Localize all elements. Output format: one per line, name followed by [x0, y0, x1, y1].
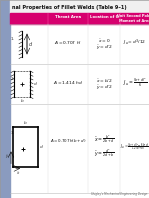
Text: d: d	[40, 145, 43, 148]
Text: $J_u = \frac{(b+d)^3}{6}$: $J_u = \frac{(b+d)^3}{6}$	[123, 77, 147, 89]
Text: 1.: 1.	[11, 37, 15, 41]
Text: $A = 1.414\ hd$: $A = 1.414\ hd$	[53, 78, 83, 86]
Text: $\bar{y} = \frac{d^2}{2d+b}$: $\bar{y} = \frac{d^2}{2d+b}$	[94, 148, 114, 159]
Text: $\bar{y}$: $\bar{y}$	[5, 154, 9, 161]
Text: $J_u = d^3/12$: $J_u = d^3/12$	[123, 38, 147, 48]
Text: nal Properties of Fillet Welds (Table 9–1): nal Properties of Fillet Welds (Table 9–…	[12, 5, 127, 10]
Text: $\bar{x} = \frac{b^2}{2b+d}$: $\bar{x} = \frac{b^2}{2b+d}$	[94, 134, 114, 145]
Bar	[10, 13, 149, 24]
Text: $\bar{y} = d/2$: $\bar{y} = d/2$	[96, 43, 112, 51]
Text: b: b	[24, 121, 27, 125]
Text: 3.: 3.	[11, 131, 15, 135]
Text: d: d	[29, 42, 32, 47]
Text: $\bar{y} = d/2$: $\bar{y} = d/2$	[96, 83, 112, 91]
Text: Shigley's Mechanical Engineering Design: Shigley's Mechanical Engineering Design	[91, 192, 147, 196]
Text: b: b	[21, 99, 23, 103]
Text: $\bar{x} = 0$: $\bar{x} = 0$	[98, 36, 110, 44]
Bar	[10, 0, 149, 13]
Bar	[0, 0, 10, 198]
Text: $\bar{x}$: $\bar{x}$	[16, 170, 20, 177]
Text: Throat Area: Throat Area	[55, 14, 81, 18]
Text: $A = 0.707\ hl$: $A = 0.707\ hl$	[54, 38, 82, 46]
Text: 2.: 2.	[11, 77, 15, 81]
Text: d: d	[34, 82, 37, 86]
Text: $\bar{x} = b/2$: $\bar{x} = b/2$	[96, 76, 112, 84]
Text: Location of G: Location of G	[90, 14, 118, 18]
Text: Unit Second Polar
Moment of Area: Unit Second Polar Moment of Area	[117, 14, 149, 23]
Text: $A = 0.707h(b+d)$: $A = 0.707h(b+d)$	[50, 137, 86, 144]
Text: $J_u = \frac{(b+d)^3-6b^2d^2}{12(b+d)}$: $J_u = \frac{(b+d)^3-6b^2d^2}{12(b+d)}$	[120, 141, 149, 152]
